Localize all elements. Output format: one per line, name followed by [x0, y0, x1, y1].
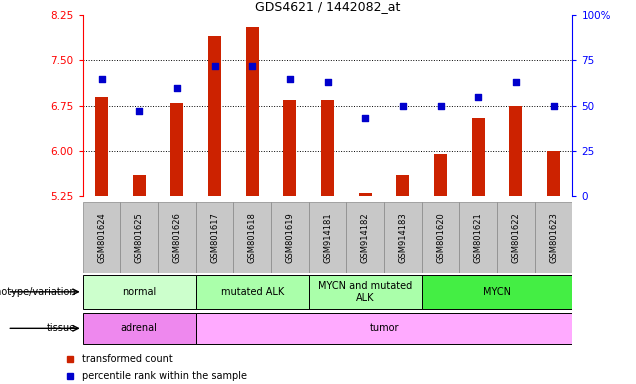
Bar	[170, 103, 183, 196]
Bar	[347, 202, 384, 273]
Bar	[120, 202, 158, 273]
Text: GSM801617: GSM801617	[210, 212, 219, 263]
Bar	[497, 202, 535, 273]
Point	[97, 76, 107, 82]
Text: GSM801619: GSM801619	[286, 212, 294, 263]
Bar	[83, 275, 196, 309]
Point	[511, 79, 521, 85]
Text: MYCN: MYCN	[483, 287, 511, 297]
Text: tumor: tumor	[370, 323, 399, 333]
Bar	[509, 106, 523, 196]
Text: GSM801621: GSM801621	[474, 212, 483, 263]
Bar	[158, 202, 196, 273]
Point	[247, 63, 258, 69]
Text: GSM801618: GSM801618	[247, 212, 257, 263]
Text: MYCN and mutated
ALK: MYCN and mutated ALK	[318, 281, 412, 303]
Text: adrenal: adrenal	[121, 323, 158, 333]
Point	[473, 94, 483, 100]
Text: GSM914182: GSM914182	[361, 212, 370, 263]
Point	[548, 103, 558, 109]
Bar	[321, 99, 334, 196]
Text: GSM914181: GSM914181	[323, 212, 332, 263]
Bar	[384, 202, 422, 273]
Text: tissue: tissue	[47, 323, 76, 333]
Text: mutated ALK: mutated ALK	[221, 287, 284, 297]
Bar	[283, 99, 296, 196]
Bar	[83, 202, 120, 273]
Text: GSM801626: GSM801626	[172, 212, 181, 263]
Point	[285, 76, 295, 82]
Bar	[535, 202, 572, 273]
Bar	[208, 36, 221, 196]
Bar	[271, 202, 308, 273]
Text: GSM914183: GSM914183	[398, 212, 408, 263]
Bar	[547, 151, 560, 196]
Bar	[196, 202, 233, 273]
Bar	[196, 275, 308, 309]
Text: GSM801624: GSM801624	[97, 212, 106, 263]
Bar	[132, 175, 146, 196]
Bar	[472, 118, 485, 196]
Bar	[196, 313, 572, 344]
Bar	[459, 202, 497, 273]
Text: genotype/variation: genotype/variation	[0, 287, 76, 297]
Text: percentile rank within the sample: percentile rank within the sample	[82, 371, 247, 381]
Text: normal: normal	[122, 287, 156, 297]
Point	[134, 108, 144, 114]
Bar	[95, 96, 108, 196]
Bar	[245, 27, 259, 196]
Bar	[422, 275, 572, 309]
Point	[322, 79, 333, 85]
Bar	[83, 313, 196, 344]
Point	[360, 115, 370, 121]
Text: GSM801625: GSM801625	[135, 212, 144, 263]
Bar	[396, 175, 410, 196]
Text: GSM801623: GSM801623	[549, 212, 558, 263]
Point	[436, 103, 446, 109]
Bar	[422, 202, 459, 273]
Point	[209, 63, 219, 69]
Bar	[308, 275, 422, 309]
Point	[398, 103, 408, 109]
Title: GDS4621 / 1442082_at: GDS4621 / 1442082_at	[255, 0, 400, 13]
Point	[172, 84, 182, 91]
Text: transformed count: transformed count	[82, 354, 173, 364]
Text: GSM801622: GSM801622	[511, 212, 520, 263]
Bar	[233, 202, 271, 273]
Text: GSM801620: GSM801620	[436, 212, 445, 263]
Bar	[359, 193, 372, 196]
Bar	[308, 202, 347, 273]
Bar	[434, 154, 447, 196]
